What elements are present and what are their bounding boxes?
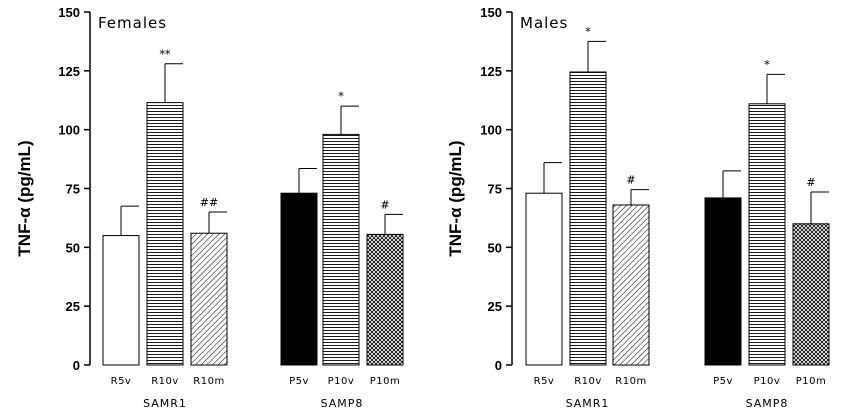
category-label: R10v	[151, 376, 179, 387]
y-tick-label: 125	[58, 64, 80, 79]
category-label: R5v	[534, 376, 555, 387]
category-label: R10v	[574, 376, 602, 387]
significance-label: *	[585, 25, 591, 38]
y-tick-label: 25	[488, 299, 502, 314]
y-tick-label: 0	[73, 358, 80, 373]
panel-title: Males	[520, 14, 568, 32]
significance-label: *	[764, 58, 770, 71]
y-tick-label: 100	[58, 123, 80, 138]
significance-label: #	[806, 176, 815, 189]
significance-label: **	[160, 48, 172, 61]
chart-panel-males: 0 25 50 75 100 125 150 TNF-α (pg/mL) Males R5v * R1…	[446, 5, 830, 410]
y-tick-label: 125	[480, 64, 502, 79]
y-tick-label: 150	[58, 5, 80, 20]
category-label: R10m	[615, 376, 646, 387]
significance-label: #	[626, 174, 635, 187]
category-label: P10m	[370, 376, 401, 387]
bar-P10m	[366, 233, 404, 366]
category-label: P5v	[713, 376, 733, 387]
bar-P5v	[280, 192, 318, 366]
category-label: R10m	[193, 376, 224, 387]
chart-panel-females: 0 25 50 75 100 125 150 TNF-α (pg/mL) Females R5v *…	[15, 5, 404, 410]
y-tick-label: 75	[488, 182, 502, 197]
bar-P10v	[322, 133, 360, 366]
category-label: P10v	[754, 376, 781, 387]
y-tick-label: 25	[66, 299, 80, 314]
category-label: R5v	[111, 376, 132, 387]
bar-P10m	[792, 223, 830, 366]
significance-label: *	[338, 90, 344, 103]
y-tick-label: 100	[480, 123, 502, 138]
bar-R10v	[146, 102, 184, 366]
bar-R10m	[190, 232, 228, 366]
significance-label: #	[380, 198, 389, 211]
category-label: P10v	[328, 376, 355, 387]
y-axis-title: TNF-α (pg/mL)	[15, 140, 34, 256]
bar-R10v	[569, 71, 607, 366]
bar-P5v	[704, 197, 742, 366]
y-tick-label: 50	[66, 240, 80, 255]
bar-R5v	[102, 235, 140, 366]
category-label: P10m	[796, 376, 827, 387]
group-label: SAMR1	[566, 397, 610, 410]
y-tick-label: 50	[488, 240, 502, 255]
bar-P10v	[748, 103, 786, 366]
group-label: SAMP8	[321, 397, 364, 410]
y-tick-label: 0	[495, 358, 502, 373]
significance-label: ##	[200, 196, 218, 209]
bar-R10m	[612, 204, 650, 366]
group-label: SAMP8	[746, 397, 789, 410]
y-tick-label: 150	[480, 5, 502, 20]
y-axis-title: TNF-α (pg/mL)	[446, 140, 465, 256]
category-label: P5v	[289, 376, 309, 387]
bar-R5v	[525, 192, 563, 366]
group-label: SAMR1	[143, 397, 187, 410]
panel-title: Females	[98, 14, 167, 32]
y-tick-label: 75	[66, 182, 80, 197]
